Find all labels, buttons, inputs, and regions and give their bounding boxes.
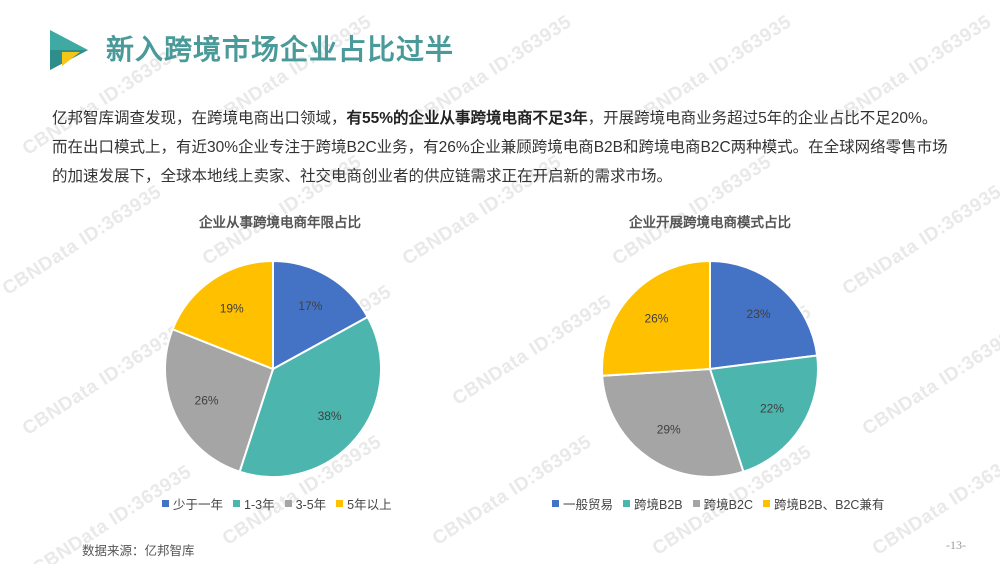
mode-legend-swatch (762, 500, 770, 507)
mode-data-label-3: 29% (657, 423, 681, 437)
years-data-label-3: 26% (195, 393, 219, 407)
years-slice-2 (238, 315, 382, 478)
mode-legend-label: 跨境B2B、B2C兼有 (773, 498, 885, 512)
mode-legend-item: 跨境B2B、B2C兼有 (762, 494, 885, 513)
mode-legend-swatch (692, 500, 700, 507)
brand-logo-icon (50, 30, 88, 70)
mode-slice-2 (708, 354, 819, 473)
watermark-text: CBNData ID:363935 (838, 181, 1000, 300)
mode-slice-4 (601, 259, 711, 377)
years-legend-label: 5年以上 (347, 498, 392, 512)
legend-mode: 一般贸易 跨境B2B 跨境B2C 跨境B2B、B2C兼有 (552, 494, 884, 513)
years-legend-swatch (233, 500, 241, 507)
years-legend-swatch (336, 500, 344, 507)
years-slice-4 (171, 259, 274, 371)
years-slice-3 (164, 327, 275, 473)
years-legend-item: 3-5年 (284, 494, 327, 513)
mode-legend-item: 跨境B2B (623, 494, 683, 513)
legend-years: 少于一年 1-3年 3-5年 5年以上 (162, 494, 392, 513)
page-title: 新入跨境市场企业占比过半 (106, 34, 455, 65)
years-legend-swatch (162, 500, 169, 507)
years-legend-swatch (284, 500, 292, 507)
mode-data-label-4: 26% (644, 312, 668, 326)
chart-title-years: 企业从事跨境电商年限占比 (199, 215, 361, 230)
intro-paragraph: 亿邦智库调查发现，在跨境电商出口领域，有55%的企业从事跨境电商不足3年，开展跨… (52, 104, 952, 191)
years-legend-label: 1-3年 (244, 498, 275, 512)
years-legend-item: 5年以上 (336, 494, 392, 513)
years-pie-chart: 企业从事跨境电商年限占比 17% 38% 26% 19% (120, 212, 440, 499)
intro-text-part2: ，开展跨境电商业务超过5年的企业占比不足20%。而在出口模式上，有近30%企业专… (52, 110, 948, 185)
mode-slice-1 (709, 259, 819, 371)
years-legend-label: 少于一年 (173, 498, 224, 512)
mode-legend-label: 一般贸易 (563, 498, 614, 512)
mode-legend-label: 跨境B2B (634, 498, 683, 512)
years-data-label-1: 17% (298, 299, 322, 313)
years-slice-1 (272, 259, 369, 371)
watermark-text: CBNData ID:363935 (868, 441, 1000, 560)
mode-legend-label: 跨境B2C (703, 498, 753, 512)
years-data-label-4: 19% (220, 301, 244, 315)
years-legend-item: 少于一年 (162, 494, 223, 513)
years-pie-svg: 17% 38% 26% 19% (164, 259, 382, 478)
years-legend-item: 1-3年 (233, 494, 275, 513)
mode-data-label-1: 23% (747, 307, 771, 321)
mode-data-label-2: 22% (760, 401, 784, 415)
mode-pie-chart: 企业开展跨境电商模式占比 23% 22% 29% 26% (560, 212, 860, 499)
watermark-text: CBNData ID:363935 (858, 321, 1000, 440)
mode-pie-svg: 23% 22% 29% 26% (601, 259, 819, 478)
years-data-label-2: 38% (318, 409, 342, 423)
intro-text-part1: 亿邦智库调查发现，在跨境电商出口领域， (52, 110, 347, 127)
data-source-note: 数据来源：亿邦智库 (82, 544, 195, 558)
mode-legend-swatch (623, 500, 631, 507)
intro-text-highlight: 有55%的企业从事跨境电商不足3年 (346, 110, 588, 127)
page-number: -13- (946, 538, 966, 552)
chart-title-mode: 企业开展跨境电商模式占比 (629, 215, 791, 230)
years-legend-label: 3-5年 (295, 498, 327, 512)
mode-legend-swatch (552, 500, 559, 507)
mode-slice-3 (601, 367, 745, 478)
mode-legend-item: 跨境B2C (692, 494, 753, 513)
mode-legend-item: 一般贸易 (552, 494, 613, 513)
